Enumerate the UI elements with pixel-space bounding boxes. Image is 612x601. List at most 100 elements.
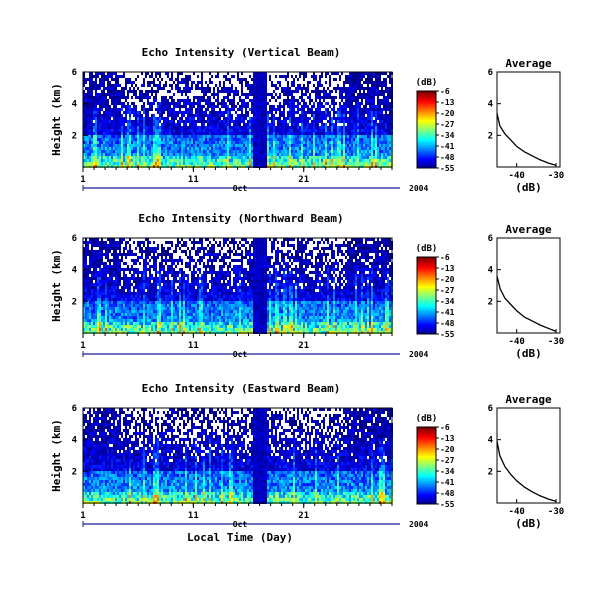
profile-title: Average: [505, 393, 552, 406]
profile-x-tick-label: -40: [509, 507, 525, 517]
x-tick-label: 21: [298, 175, 309, 185]
profile-plot: Average 6 4 2 -40 -30 (dB): [488, 393, 565, 530]
colorbar-tick-label: -41: [440, 142, 455, 151]
profile-x-tick-label: -30: [548, 337, 564, 347]
profile-x-tick-label: -40: [509, 337, 525, 347]
colorbar-label: (dB): [416, 244, 438, 254]
panel-1: Echo Intensity (Vertical Beam) 6 4 2 Height …: [50, 46, 564, 194]
x-tick-label: 21: [298, 341, 309, 351]
profile-title: Average: [505, 223, 552, 236]
y-tick-label: 6: [72, 68, 77, 78]
x-tick-label: 11: [188, 341, 199, 351]
y-tick-label: 4: [72, 266, 78, 276]
profile-x-tick-label: -40: [509, 171, 525, 181]
colorbar-tick-label: -41: [440, 478, 455, 487]
y-axis-label: Height (km): [50, 419, 63, 492]
month-label: Oct: [233, 184, 248, 193]
colorbar-tick-label: -6: [440, 423, 450, 432]
profile-title: Average: [505, 57, 552, 70]
profile-frame: [496, 237, 561, 334]
profile-y-tick-label: 4: [488, 266, 494, 276]
colorbar-label: (dB): [416, 78, 438, 88]
year-label: 2004: [409, 350, 428, 359]
x-tick-label: 1: [80, 341, 85, 351]
colorbar-tick-label: -34: [440, 467, 455, 476]
colorbar-tick-label: -20: [440, 445, 455, 454]
profile-y-tick-label: 4: [488, 436, 494, 446]
x-tick-label: 1: [80, 175, 85, 185]
year-label: 2004: [409, 184, 428, 193]
profile-line: [496, 441, 557, 503]
year-label: 2004: [409, 520, 428, 529]
profile-x-label: (dB): [515, 517, 542, 530]
colorbar-tick-label: -13: [440, 434, 455, 443]
profile-y-tick-label: 6: [488, 234, 493, 244]
colorbar-tick-label: -27: [440, 286, 455, 295]
colorbar-tick-label: -48: [440, 319, 455, 328]
y-axis-label: Height (km): [50, 83, 63, 156]
colorbar-label: (dB): [416, 414, 438, 424]
colorbar-tick-label: -55: [440, 500, 455, 509]
colorbar: (dB)-6 -13 -20 -27 -34 -41 -48 -55: [416, 78, 455, 173]
profile-line: [496, 275, 557, 333]
colorbar-tick-label: -34: [440, 131, 455, 140]
heatmap-image: [83, 72, 393, 168]
colorbar-tick-label: -6: [440, 253, 450, 262]
y-tick-label: 4: [72, 100, 78, 110]
month-label: Oct: [233, 520, 248, 529]
colorbar-tick-label: -41: [440, 308, 455, 317]
y-tick-label: 2: [72, 467, 77, 477]
x-axis-label: Local Time (Day): [187, 531, 293, 544]
panel-title: Echo Intensity (Vertical Beam): [142, 46, 341, 59]
x-tick-label: 11: [188, 511, 199, 521]
y-axis-label: Height (km): [50, 249, 63, 322]
colorbar-tick-label: -48: [440, 489, 455, 498]
profile-y-tick-label: 6: [488, 404, 493, 414]
colorbar-frame: [416, 256, 437, 335]
profile-x-tick-label: -30: [548, 171, 564, 181]
x-tick-label: 11: [188, 175, 199, 185]
panel-title: Echo Intensity (Eastward Beam): [142, 382, 341, 395]
profile-y-tick-label: 4: [488, 100, 494, 110]
panel-2: Echo Intensity (Northward Beam) 6 4 2 Height…: [50, 212, 564, 360]
profile-plot: Average 6 4 2 -40 -30 (dB): [488, 223, 565, 360]
colorbar-tick-label: -20: [440, 109, 455, 118]
profile-y-tick-label: 2: [488, 131, 493, 141]
colorbar-tick-label: -13: [440, 98, 455, 107]
profile-frame: [496, 71, 561, 168]
colorbar-tick-label: -34: [440, 297, 455, 306]
colorbar-frame: [416, 426, 437, 505]
profile-line: [496, 113, 557, 167]
panel-3: Echo Intensity (Eastward Beam) 6 4 2 Height …: [50, 382, 564, 544]
colorbar-tick-label: -55: [440, 330, 455, 339]
profile-frame: [496, 407, 561, 504]
y-tick-label: 6: [72, 404, 77, 414]
profile-y-tick-label: 2: [488, 297, 493, 307]
colorbar: (dB)-6 -13 -20 -27 -34 -41 -48 -55: [416, 414, 455, 509]
x-tick-label: 21: [298, 511, 309, 521]
profile-x-label: (dB): [515, 181, 542, 194]
colorbar-tick-label: -6: [440, 87, 450, 96]
colorbar-tick-label: -55: [440, 164, 455, 173]
x-tick-label: 1: [80, 511, 85, 521]
y-tick-label: 2: [72, 131, 77, 141]
heatmap-image: [83, 238, 393, 334]
colorbar: (dB)-6 -13 -20 -27 -34 -41 -48 -55: [416, 244, 455, 339]
y-tick-label: 2: [72, 297, 77, 307]
panel-title: Echo Intensity (Northward Beam): [138, 212, 343, 225]
colorbar-tick-label: -27: [440, 456, 455, 465]
y-tick-label: 4: [72, 436, 78, 446]
colorbar-frame: [416, 90, 437, 169]
month-label: Oct: [233, 350, 248, 359]
profile-y-tick-label: 2: [488, 467, 493, 477]
y-tick-label: 6: [72, 234, 77, 244]
profile-y-tick-label: 6: [488, 68, 493, 78]
colorbar-tick-label: -48: [440, 153, 455, 162]
profile-x-tick-label: -30: [548, 507, 564, 517]
colorbar-tick-label: -13: [440, 264, 455, 273]
heatmap-image: [83, 408, 393, 504]
profile-plot: Average 6 4 2 -40 -30 (dB): [488, 57, 565, 194]
colorbar-tick-label: -20: [440, 275, 455, 284]
colorbar-tick-label: -27: [440, 120, 455, 129]
